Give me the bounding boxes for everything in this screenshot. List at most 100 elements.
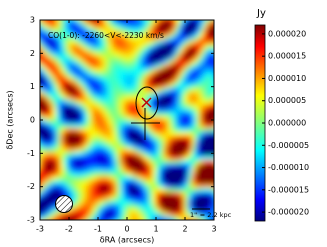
map-cell	[56, 116, 61, 121]
map-cell	[52, 56, 57, 61]
map-cell	[208, 44, 213, 49]
map-cell	[140, 132, 145, 137]
y-tick-label: 0	[30, 116, 35, 125]
colorbar-tick-label: -0.000010	[268, 163, 309, 172]
map-cell	[152, 176, 157, 181]
map-cell	[172, 96, 177, 101]
map-cell	[92, 48, 97, 53]
map-cell	[208, 144, 213, 149]
map-cell	[112, 40, 117, 45]
map-cell	[156, 140, 161, 145]
map-cell	[164, 156, 169, 161]
map-cell	[44, 52, 49, 57]
map-cell	[176, 168, 181, 173]
map-cell	[168, 20, 173, 25]
map-cell	[32, 204, 37, 209]
map-cell	[132, 188, 137, 193]
map-cell	[220, 60, 225, 65]
map-cell	[188, 24, 193, 29]
map-cell	[120, 216, 125, 220]
map-cell	[84, 80, 89, 85]
map-cell	[164, 176, 169, 181]
map-cell	[212, 204, 214, 209]
map-cell	[184, 192, 189, 197]
map-cell	[88, 20, 93, 25]
map-cell	[100, 96, 105, 101]
map-cell	[192, 76, 197, 81]
map-cell	[152, 180, 157, 185]
map-cell	[168, 172, 173, 177]
map-cell	[148, 132, 153, 137]
map-cell	[56, 40, 61, 45]
map-cell	[64, 40, 69, 45]
y-tick-label: -3	[27, 216, 35, 225]
map-cell	[48, 112, 53, 117]
map-cell	[180, 52, 185, 57]
map-cell	[132, 104, 137, 109]
map-cell	[216, 192, 221, 197]
map-cell	[60, 188, 65, 193]
map-cell	[196, 116, 201, 121]
map-cell	[148, 52, 153, 57]
map-cell	[176, 172, 181, 177]
map-cell	[32, 76, 37, 81]
map-cell	[180, 72, 185, 77]
colorbar-tick-label: -0.000015	[268, 185, 309, 194]
map-cell	[184, 172, 189, 177]
map-cell	[64, 76, 69, 81]
map-cell	[216, 92, 221, 97]
map-cell	[40, 152, 45, 157]
map-cell	[112, 36, 117, 41]
map-cell	[92, 204, 97, 209]
map-cell	[44, 152, 49, 157]
map-cell	[124, 24, 129, 29]
map-cell	[128, 200, 133, 205]
map-cell	[204, 44, 209, 49]
map-cell	[184, 136, 189, 141]
map-cell	[84, 84, 89, 89]
map-cell	[32, 92, 37, 97]
map-cell	[136, 100, 141, 105]
map-cell	[132, 48, 137, 53]
map-cell	[40, 116, 45, 121]
map-cell	[136, 64, 141, 69]
map-cell	[84, 88, 89, 93]
map-cell	[220, 112, 225, 117]
map-cell	[44, 140, 49, 145]
map-cell	[152, 184, 157, 189]
map-cell	[152, 136, 157, 141]
map-cell	[192, 200, 197, 205]
y-tick-label: -2	[27, 182, 35, 191]
map-cell	[172, 212, 177, 217]
map-cell	[80, 136, 85, 141]
map-cell	[96, 96, 101, 101]
map-cell	[108, 60, 113, 65]
map-cell	[160, 148, 165, 153]
colorbar-tick-label: 0.000015	[268, 52, 306, 61]
map-cell	[92, 196, 97, 201]
map-cell	[80, 72, 85, 77]
map-cell	[184, 88, 189, 93]
map-cell	[196, 192, 201, 197]
map-cell	[88, 80, 93, 85]
map-cell	[188, 132, 193, 137]
map-cell	[136, 224, 141, 229]
map-cell	[72, 36, 77, 41]
map-cell	[60, 88, 65, 93]
map-cell	[156, 168, 161, 173]
map-cell	[164, 96, 169, 101]
map-cell	[76, 196, 81, 201]
map-cell	[56, 76, 61, 81]
map-cell	[104, 200, 109, 205]
map-cell	[136, 72, 141, 77]
map-cell	[60, 36, 65, 41]
map-cell	[56, 144, 61, 149]
map-cell	[132, 216, 137, 220]
map-cell	[48, 188, 53, 193]
map-cell	[176, 200, 181, 205]
map-cell	[160, 56, 165, 61]
map-cell	[128, 140, 133, 145]
map-cell	[156, 136, 161, 141]
map-cell	[160, 140, 165, 145]
map-cell	[120, 156, 125, 161]
